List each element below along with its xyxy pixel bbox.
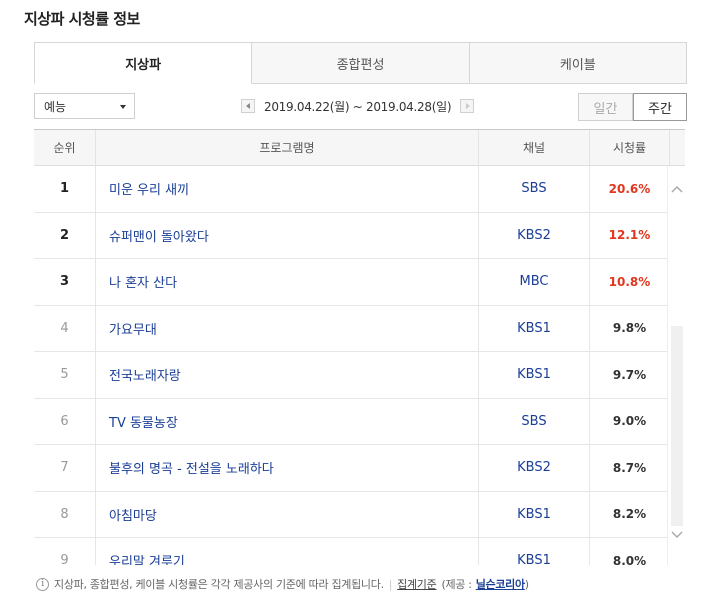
scrollbar-thumb[interactable] bbox=[671, 326, 683, 526]
program-link[interactable]: TV 동물농장 bbox=[96, 398, 479, 444]
page-title: 지상파 시청률 정보 bbox=[24, 10, 140, 28]
table-row: 6 TV 동물농장 SBS 9.0% bbox=[34, 398, 685, 445]
program-link[interactable]: 슈퍼맨이 돌아왔다 bbox=[96, 212, 479, 258]
table-row: 8 아침마당 KBS1 8.2% bbox=[34, 491, 685, 538]
program-link[interactable]: 전국노래자랑 bbox=[96, 352, 479, 398]
table-header: 순위 프로그램명 채널 시청률 bbox=[34, 130, 685, 166]
header-rank: 순위 bbox=[34, 130, 96, 165]
rating-cell: 12.1% bbox=[590, 212, 670, 258]
table-row: 1 미운 우리 새끼 SBS 20.6% bbox=[34, 166, 685, 213]
rank-cell: 1 bbox=[34, 166, 96, 212]
source-link[interactable]: 닐슨코리아 bbox=[475, 578, 525, 591]
channel-link[interactable]: MBC bbox=[479, 259, 590, 305]
rank-cell: 3 bbox=[34, 259, 96, 305]
criteria-link[interactable]: 집계기준 bbox=[397, 578, 437, 591]
channel-link[interactable]: SBS bbox=[479, 166, 590, 212]
channel-link[interactable]: KBS1 bbox=[479, 491, 590, 537]
program-link[interactable]: 아침마당 bbox=[96, 491, 479, 537]
genre-select-value: 예능 bbox=[44, 99, 67, 114]
header-program: 프로그램명 bbox=[96, 130, 479, 165]
broadcast-tabs: 지상파 종합편성 케이블 bbox=[34, 42, 687, 84]
rating-cell: 8.2% bbox=[590, 491, 670, 537]
table-scrollbar[interactable] bbox=[667, 166, 685, 565]
rank-cell: 9 bbox=[34, 538, 96, 565]
caret-left-icon bbox=[246, 103, 250, 109]
rank-cell: 2 bbox=[34, 212, 96, 258]
source-suffix: ) bbox=[524, 577, 529, 591]
prev-week-button[interactable] bbox=[241, 99, 255, 113]
program-link[interactable]: 불후의 명곡 - 전설을 노래하다 bbox=[96, 445, 479, 491]
genre-select[interactable]: 예능 bbox=[34, 93, 135, 119]
rating-cell: 9.8% bbox=[590, 305, 670, 351]
weekly-button[interactable]: 주간 bbox=[633, 93, 687, 121]
rating-cell: 9.0% bbox=[590, 398, 670, 444]
channel-link[interactable]: KBS1 bbox=[479, 352, 590, 398]
ratings-table: 순위 프로그램명 채널 시청률 1 미운 우리 새끼 SBS 20.6% 2 슈… bbox=[34, 129, 685, 565]
program-link[interactable]: 우리말 겨루기 bbox=[96, 538, 479, 565]
rank-cell: 7 bbox=[34, 445, 96, 491]
channel-link[interactable]: SBS bbox=[479, 398, 590, 444]
rank-cell: 5 bbox=[34, 352, 96, 398]
rank-cell: 4 bbox=[34, 305, 96, 351]
channel-link[interactable]: KBS2 bbox=[479, 212, 590, 258]
table-row: 2 슈퍼맨이 돌아왔다 KBS2 12.1% bbox=[34, 212, 685, 259]
rating-cell: 10.8% bbox=[590, 259, 670, 305]
channel-link[interactable]: KBS2 bbox=[479, 445, 590, 491]
rank-cell: 6 bbox=[34, 398, 96, 444]
date-range: 2019.04.22(월) ~ 2019.04.28(일) bbox=[264, 99, 452, 114]
tab-general[interactable]: 종합편성 bbox=[252, 42, 470, 84]
channel-link[interactable]: KBS1 bbox=[479, 305, 590, 351]
chevron-down-icon bbox=[120, 105, 126, 109]
daily-button[interactable]: 일간 bbox=[578, 93, 633, 121]
header-rating: 시청률 bbox=[590, 130, 670, 165]
caret-right-icon bbox=[466, 103, 471, 109]
rank-cell: 8 bbox=[34, 491, 96, 537]
tab-cable[interactable]: 케이블 bbox=[469, 42, 687, 84]
footer-text: 지상파, 종합편성, 케이블 시청률은 각각 제공사의 기준에 따라 집계됩니다… bbox=[54, 578, 384, 591]
chevron-down-icon[interactable] bbox=[671, 530, 683, 540]
table-row: 7 불후의 명곡 - 전설을 노래하다 KBS2 8.7% bbox=[34, 445, 685, 492]
tab-terrestrial[interactable]: 지상파 bbox=[34, 42, 253, 84]
rating-cell: 8.7% bbox=[590, 445, 670, 491]
header-channel: 채널 bbox=[479, 130, 590, 165]
table-row: 4 가요무대 KBS1 9.8% bbox=[34, 305, 685, 352]
program-link[interactable]: 미운 우리 새끼 bbox=[96, 166, 479, 212]
source-prefix: (제공 : bbox=[441, 578, 472, 591]
table-row: 5 전국노래자랑 KBS1 9.7% bbox=[34, 352, 685, 399]
program-link[interactable]: 나 혼자 산다 bbox=[96, 259, 479, 305]
info-icon: i bbox=[36, 577, 49, 591]
table-row: 9 우리말 겨루기 KBS1 8.0% bbox=[34, 538, 685, 565]
date-navigator: 2019.04.22(월) ~ 2019.04.28(일) bbox=[241, 96, 475, 116]
rating-cell: 8.0% bbox=[590, 538, 670, 565]
channel-link[interactable]: KBS1 bbox=[479, 538, 590, 565]
next-week-button[interactable] bbox=[460, 99, 475, 113]
rating-cell: 20.6% bbox=[590, 166, 670, 212]
rating-cell: 9.7% bbox=[590, 352, 670, 398]
divider: | bbox=[388, 577, 393, 591]
program-link[interactable]: 가요무대 bbox=[96, 305, 479, 351]
chevron-up-icon[interactable] bbox=[671, 184, 683, 194]
footer-note: i 지상파, 종합편성, 케이블 시청률은 각각 제공사의 기준에 따라 집계됩… bbox=[36, 576, 529, 592]
table-row: 3 나 혼자 산다 MBC 10.8% bbox=[34, 259, 685, 306]
